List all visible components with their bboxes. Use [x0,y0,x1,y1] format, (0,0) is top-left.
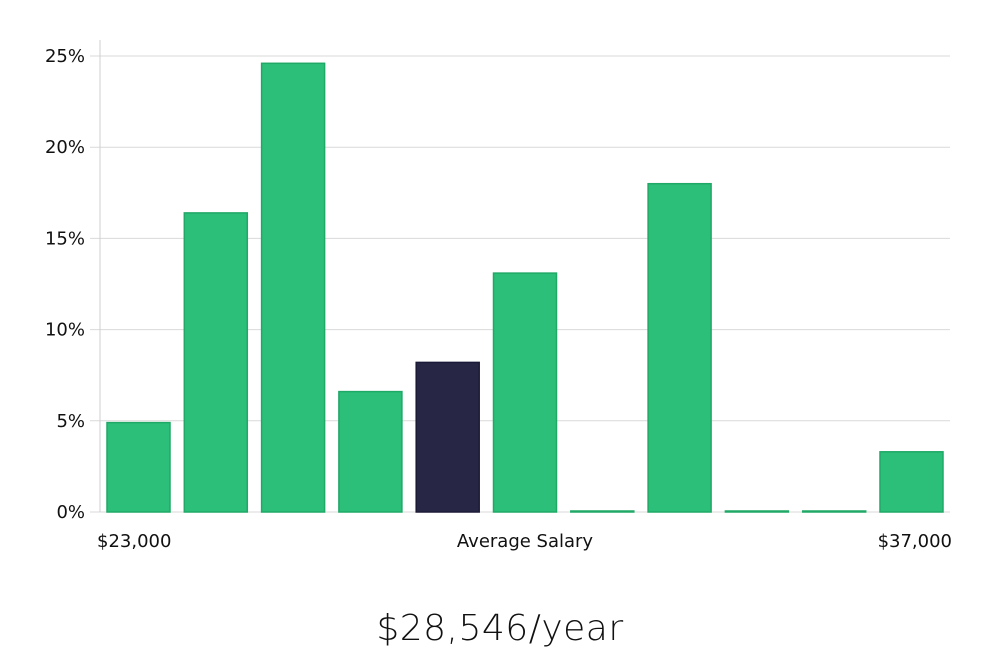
y-tick-label: 15% [45,228,85,249]
bars [106,62,944,513]
y-tick-label: 10% [45,320,85,341]
salary-histogram: 0%5%10%15%20%25% $23,000 Average Salary … [45,40,952,552]
bar-3 [338,390,403,513]
bar-7 [647,182,712,513]
y-tick-label: 5% [56,411,85,432]
x-tick-right: $37,000 [878,531,952,552]
bar-0 [106,421,171,513]
bar-5 [492,272,558,513]
bar-10 [879,451,944,513]
bar-2 [260,62,326,513]
bar-9 [801,510,867,513]
y-axis-ticks: 0% 5% 10% 15% 20% 25% [45,46,85,523]
bar-1 [183,212,249,513]
average-salary-headline: $28,546/year [376,608,624,649]
bar-highlight-average [415,361,480,513]
y-tick-label: 20% [45,137,85,158]
bar-8 [724,510,790,513]
y-tick-label: 0% [56,502,85,523]
x-axis-label: Average Salary [457,531,594,552]
y-tick-label: 25% [45,46,85,67]
bar-6 [570,510,635,513]
x-tick-left: $23,000 [97,531,171,552]
